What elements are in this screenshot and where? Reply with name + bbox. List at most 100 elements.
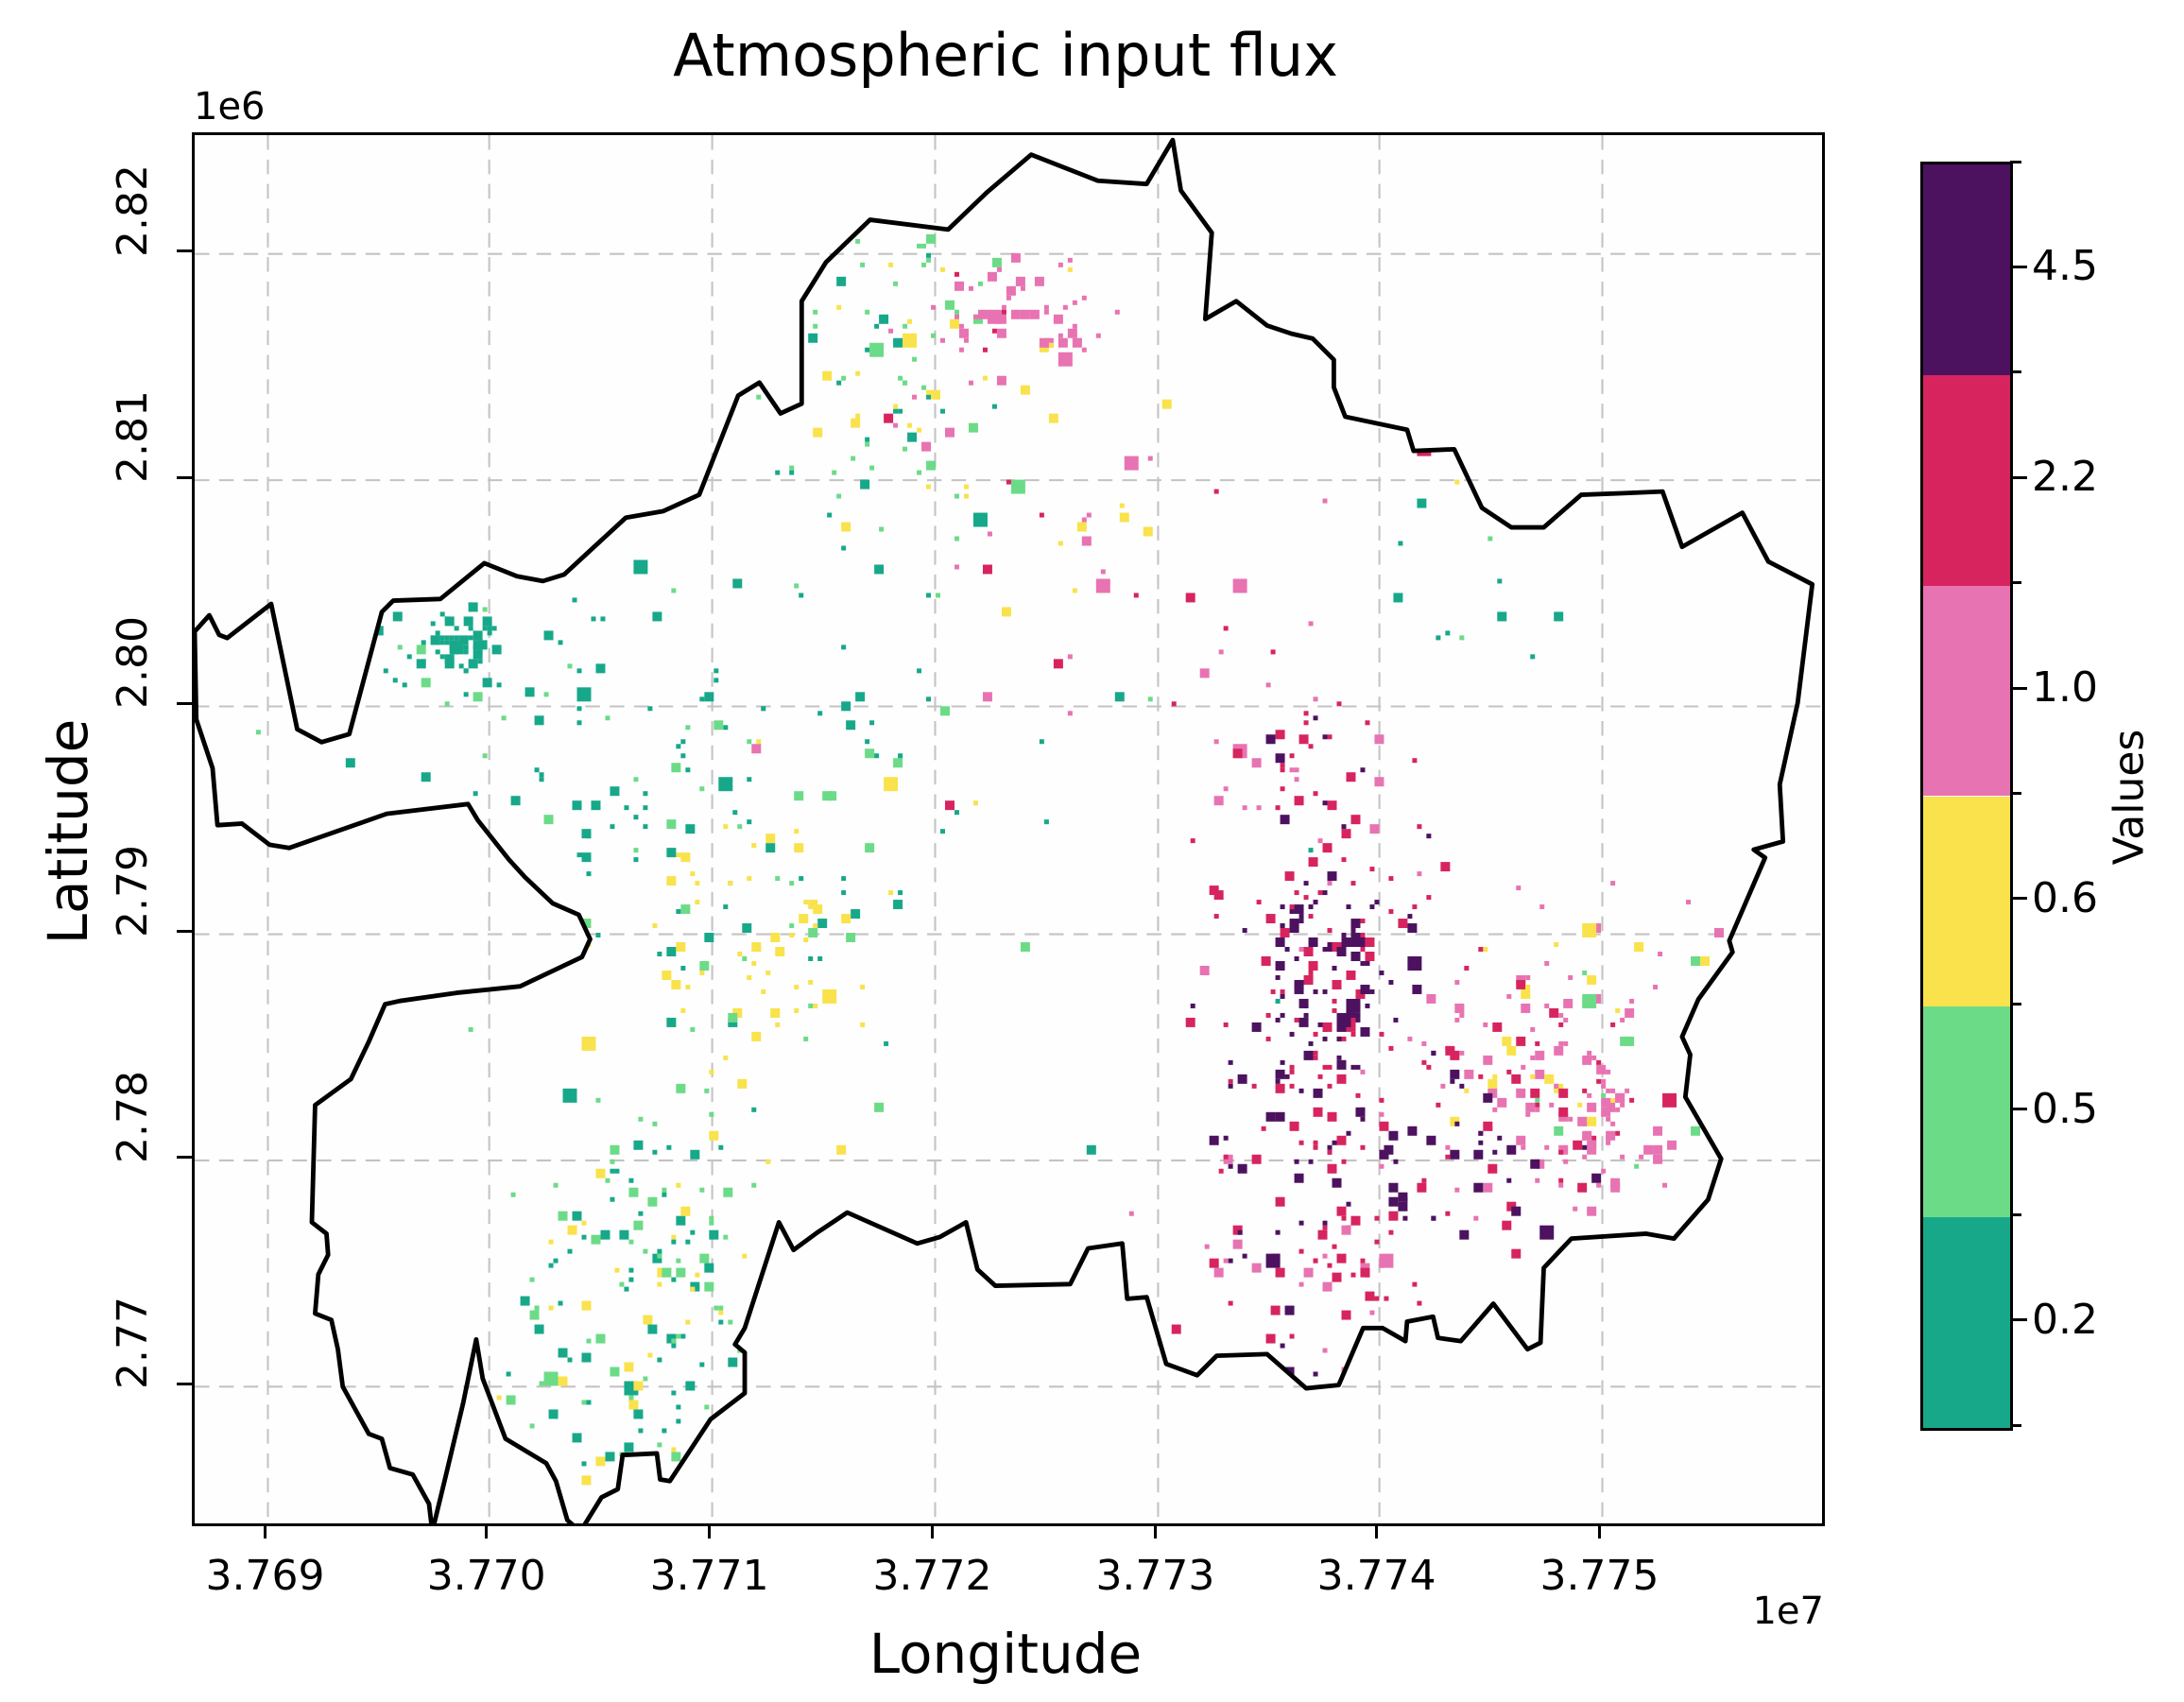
raster-pixel (1596, 1064, 1607, 1074)
raster-pixel (1020, 385, 1030, 395)
raster-pixel (1601, 1078, 1607, 1084)
raster-pixel (1374, 777, 1384, 787)
raster-pixel (1119, 512, 1129, 523)
raster-pixel (1317, 1022, 1323, 1027)
raster-pixel (1492, 1149, 1498, 1155)
raster-pixel (1625, 1036, 1635, 1046)
raster-pixel (1265, 914, 1276, 924)
raster-pixel (718, 1144, 724, 1150)
raster-pixel (1275, 998, 1281, 1004)
raster-pixel (836, 493, 842, 499)
raster-pixel (1398, 380, 1408, 390)
raster-pixel (1265, 1111, 1276, 1122)
raster-pixel (1280, 923, 1285, 929)
raster-pixel (1280, 1371, 1285, 1377)
raster-pixel (1610, 394, 1616, 400)
raster-pixel (525, 687, 535, 697)
raster-pixel (1336, 1074, 1347, 1084)
raster-pixel (799, 914, 809, 924)
raster-pixel (1308, 970, 1314, 975)
raster-pixel (714, 668, 719, 674)
colorbar-minor-tick (2010, 581, 2021, 585)
raster-pixel (1270, 649, 1276, 655)
raster-pixel (1317, 838, 1323, 844)
raster-pixel (1058, 337, 1068, 348)
raster-pixel (1398, 919, 1408, 929)
raster-pixel (610, 1144, 620, 1155)
raster-pixel (1691, 1126, 1701, 1136)
raster-pixel (1525, 1102, 1536, 1112)
raster-pixel (1360, 1026, 1370, 1037)
raster-pixel (638, 1116, 644, 1122)
raster-pixel (1360, 352, 1370, 362)
raster-pixel (714, 720, 724, 731)
raster-pixel (458, 663, 464, 669)
raster-pixel (572, 1211, 582, 1221)
map-plot-area[interactable] (192, 132, 1825, 1526)
raster-pixel (685, 1239, 691, 1245)
raster-pixel (1228, 1163, 1233, 1169)
raster-pixel (1280, 989, 1285, 994)
raster-pixel (945, 427, 955, 438)
raster-pixel (1313, 1258, 1318, 1264)
x-tick-mark (263, 1523, 267, 1539)
raster-pixel (1464, 965, 1470, 971)
raster-pixel (907, 422, 913, 428)
raster-pixel (1440, 422, 1446, 428)
raster-pixel (1459, 635, 1465, 641)
raster-pixel (968, 380, 973, 386)
raster-pixel (628, 1178, 634, 1183)
colorbar[interactable] (1920, 162, 2013, 1431)
raster-pixel (1190, 838, 1195, 844)
raster-pixel (1402, 413, 1413, 423)
raster-pixel (1280, 928, 1290, 938)
raster-pixel (1478, 1074, 1484, 1079)
raster-pixel (1341, 829, 1351, 839)
raster-pixel (851, 909, 861, 920)
raster-pixel (1601, 1083, 1607, 1089)
raster-pixel (671, 1239, 677, 1245)
raster-pixel (543, 1371, 559, 1386)
raster-pixel (610, 1168, 615, 1174)
y-tick-label: 2.79 (109, 844, 157, 937)
raster-pixel (1365, 1291, 1375, 1301)
raster-pixel (1544, 1074, 1555, 1084)
raster-pixel (1573, 1140, 1583, 1150)
raster-pixel (633, 848, 639, 853)
raster-pixel (1275, 1229, 1281, 1235)
raster-pixel (1577, 1102, 1583, 1108)
raster-pixel (491, 645, 502, 655)
raster-pixel (1289, 904, 1295, 910)
raster-pixel (765, 1267, 771, 1273)
raster-pixel (1313, 1371, 1318, 1377)
y-tick-mark (177, 1156, 192, 1160)
raster-pixel (1700, 1097, 1706, 1103)
raster-pixel (548, 1305, 554, 1311)
raster-pixel (751, 1414, 757, 1419)
raster-pixel (968, 422, 978, 433)
x-tick-label: 3.773 (1095, 1552, 1215, 1600)
raster-pixel (1341, 1215, 1347, 1221)
raster-pixel (926, 233, 937, 244)
raster-pixel (1086, 1144, 1096, 1155)
raster-pixel (1723, 1248, 1728, 1254)
raster-pixel (1275, 730, 1285, 740)
raster-pixel (1346, 970, 1356, 980)
raster-pixel (954, 564, 959, 570)
raster-pixel (1355, 1107, 1366, 1117)
raster-pixel (1350, 1012, 1361, 1023)
raster-pixel (1582, 923, 1597, 938)
raster-pixel (808, 979, 814, 985)
raster-pixel (1393, 385, 1399, 390)
raster-pixel (501, 715, 507, 721)
raster-pixel (657, 952, 662, 957)
raster-pixel (940, 829, 946, 834)
raster-pixel (690, 1149, 700, 1160)
x-tick-label: 3.772 (872, 1552, 992, 1600)
raster-pixel (1492, 1022, 1503, 1032)
raster-pixel (775, 947, 785, 957)
raster-pixel (1322, 1348, 1328, 1353)
raster-pixel (954, 536, 959, 542)
raster-pixel (1223, 626, 1229, 631)
raster-pixel (1535, 1069, 1545, 1079)
